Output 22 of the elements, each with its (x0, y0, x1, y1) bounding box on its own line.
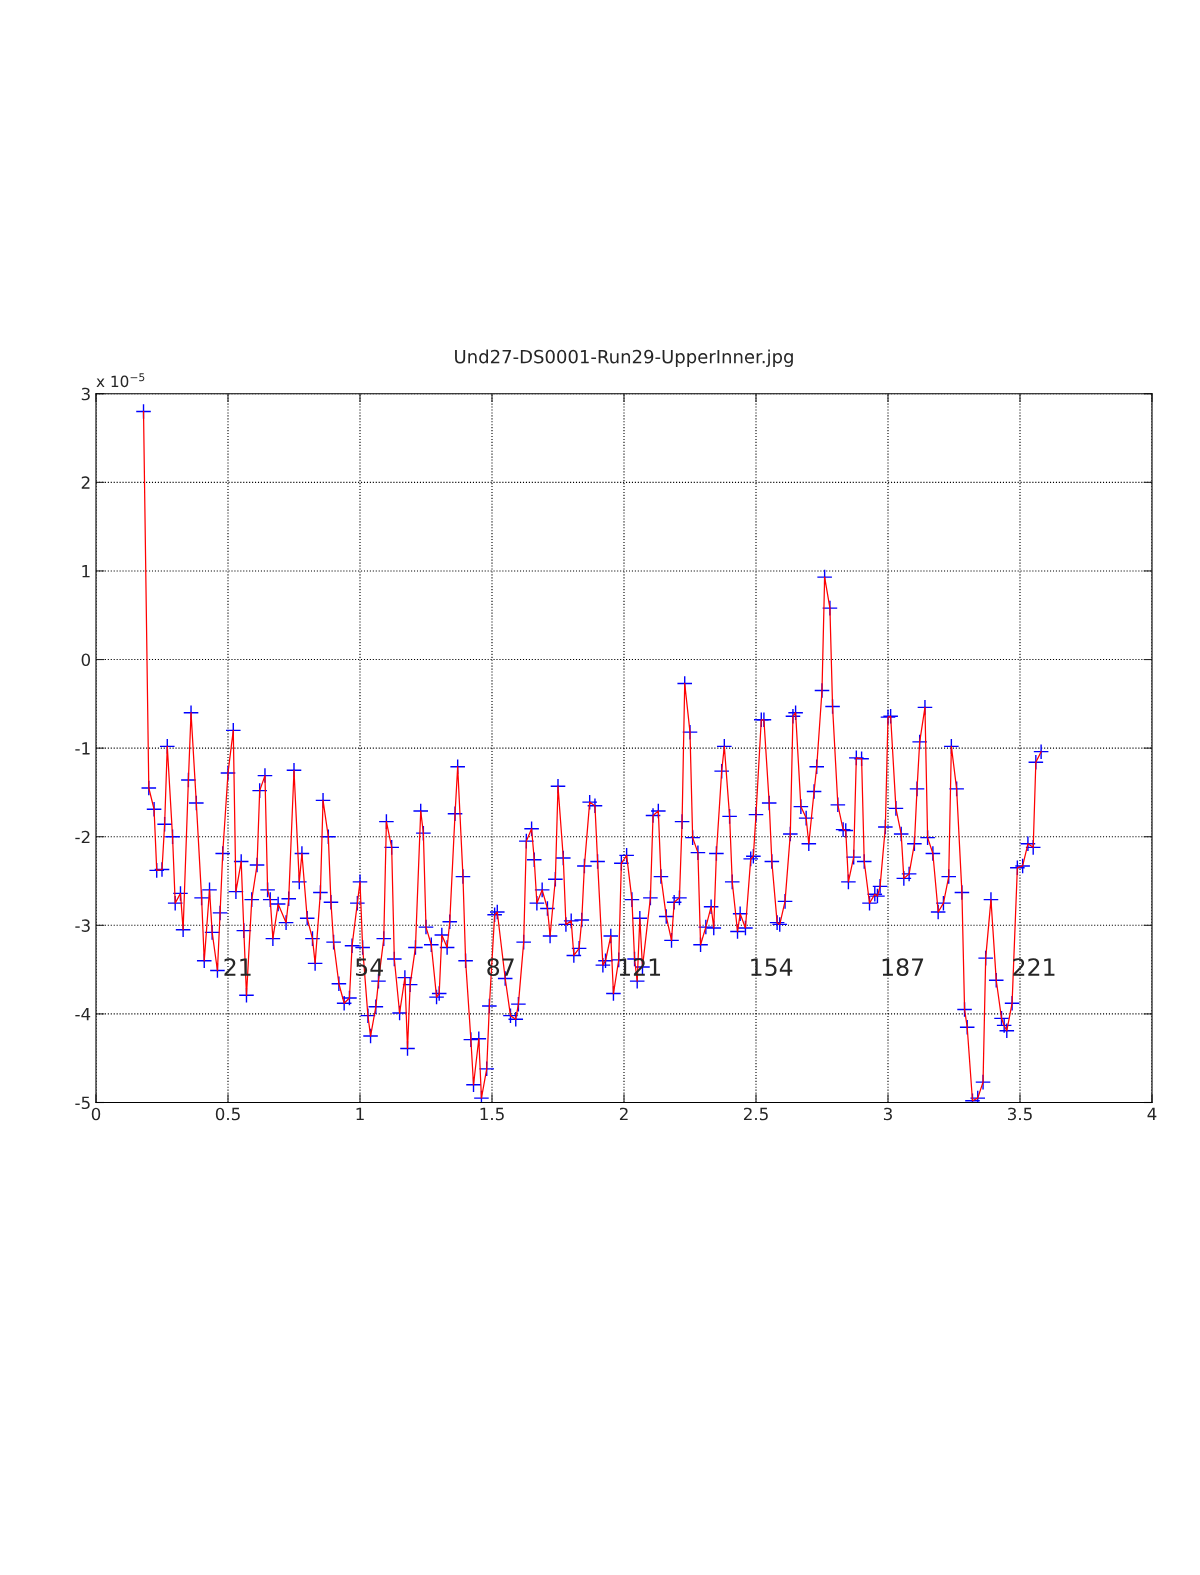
y-tick-label: 1 (82, 565, 90, 578)
y-axis-title: x 10$^{−5}$ (96, 373, 145, 388)
y-tick-label: -1 (75, 742, 90, 755)
chart-title: Und27-DS0001-Run29-UpperInner.jpg (455, 349, 793, 367)
y-tick-label: -2 (75, 830, 90, 844)
x-tick-label: 1.5 (480, 1107, 504, 1121)
x-tick-label: 1 (356, 1107, 364, 1121)
x-tick-label: 0.5 (215, 1107, 240, 1121)
x-tick-label: 3 (883, 1107, 892, 1121)
y-tick-label: 0 (81, 653, 91, 667)
x-tick-label: 2.5 (743, 1107, 768, 1121)
y-tick-label: -5 (75, 1096, 90, 1110)
annotation: 187 (882, 958, 924, 977)
annotation: 154 (751, 958, 793, 977)
y-tick-label: 3 (81, 387, 90, 401)
x-tick-label: 3.5 (1008, 1107, 1032, 1121)
x-tick-label: 2 (619, 1107, 628, 1121)
x-tick-label: 4 (1147, 1107, 1157, 1121)
x-tick-label: 0 (91, 1107, 101, 1121)
y-tick-label: -3 (75, 919, 90, 932)
y-tick-label: -4 (75, 1008, 91, 1021)
y-tick-label: 2 (81, 476, 90, 489)
